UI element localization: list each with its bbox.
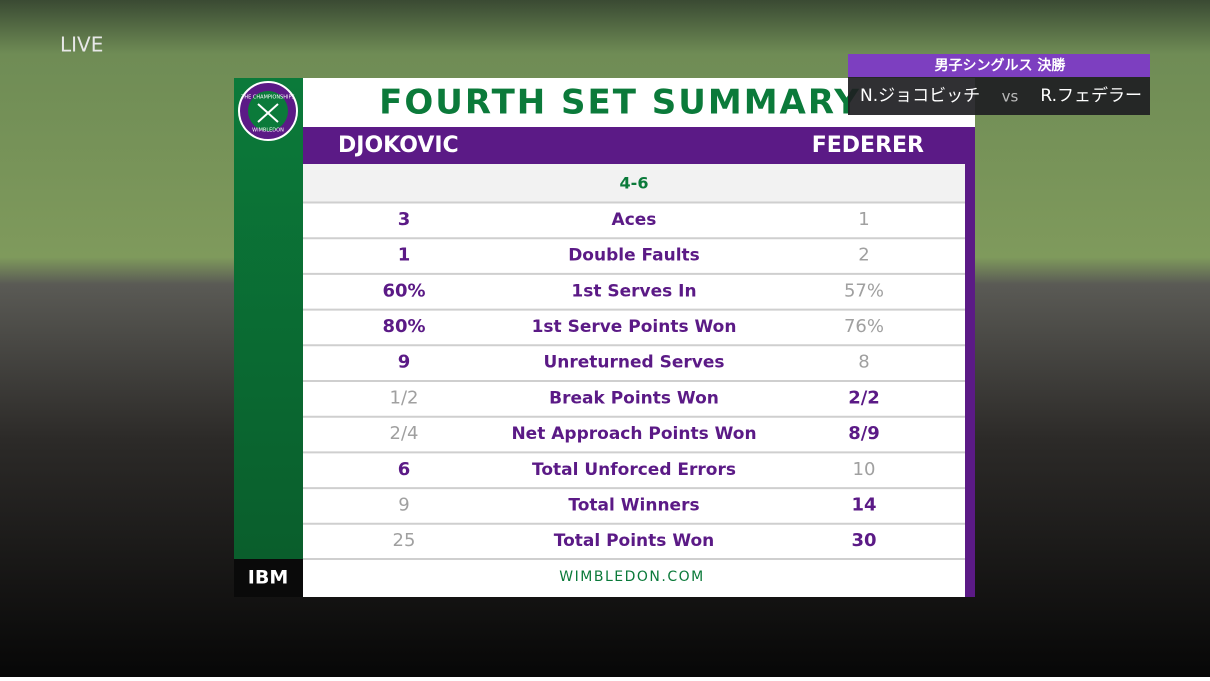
- logo-top: THE CHAMPIONSHIPS: [240, 95, 294, 101]
- player-right: FEDERER: [812, 133, 924, 158]
- logo-rackets: [257, 103, 279, 123]
- row: [303, 273, 965, 310]
- right-value: 10: [853, 459, 876, 480]
- right-value: 57%: [844, 280, 884, 301]
- left-value: 6: [398, 459, 411, 480]
- stat-label: Double Faults: [568, 246, 700, 266]
- stat-label: Unreturned Serves: [543, 353, 724, 373]
- live-label: LIVE: [60, 33, 103, 57]
- right-value: 30: [851, 530, 876, 551]
- row: [303, 344, 965, 381]
- purple-edge: [965, 127, 975, 597]
- logo-bottom: WIMBLEDON: [252, 128, 284, 134]
- left-value: 1: [398, 245, 411, 266]
- row: [303, 202, 965, 238]
- stat-label: Total Points Won: [554, 531, 715, 551]
- right-value: 8/9: [848, 423, 880, 444]
- row: [303, 523, 965, 559]
- left-value: 3: [398, 209, 411, 230]
- title: FOURTH SET SUMMARY: [379, 83, 861, 123]
- row: [303, 416, 965, 452]
- row: [303, 380, 965, 417]
- right-value: 76%: [844, 316, 884, 337]
- right-value: 1: [858, 209, 869, 230]
- stat-label: Total Unforced Errors: [532, 460, 736, 480]
- stat-label: Break Points Won: [549, 388, 719, 408]
- left-value: 60%: [382, 280, 425, 301]
- score-row: [303, 164, 965, 202]
- overlay-right: R.フェデラー: [1040, 85, 1142, 106]
- players-bar: [303, 127, 965, 164]
- names-bar: [848, 77, 1150, 115]
- left-value: 80%: [382, 316, 425, 337]
- stats-table: 3 Aces 1 1 Double Faults 2 60% 1st Serves In 57%…: [303, 201, 965, 560]
- overlay-left: N.ジョコビッチ: [860, 86, 980, 106]
- left-value: 25: [393, 530, 416, 551]
- green-strip: [234, 78, 303, 559]
- right-value: 2/2: [848, 387, 880, 408]
- stat-label: Net Approach Points Won: [511, 424, 756, 444]
- stat-label: 1st Serves In: [571, 281, 696, 301]
- score: 4-6: [620, 174, 649, 193]
- sponsor: IBM: [248, 567, 288, 589]
- row: [303, 309, 965, 345]
- left-value: 2/4: [390, 423, 419, 444]
- row: [303, 451, 965, 488]
- event-bar: [848, 54, 1150, 77]
- left-value: 1/2: [390, 387, 419, 408]
- right-value: 2: [858, 245, 869, 266]
- stat-label: 1st Serve Points Won: [532, 317, 737, 337]
- player-left: DJOKOVIC: [338, 133, 459, 158]
- right-value: 14: [851, 494, 876, 515]
- stat-label: Aces: [612, 210, 657, 230]
- event: 男子シングルス 決勝: [935, 57, 1067, 74]
- overlay-vs: vs: [1002, 88, 1019, 106]
- left-value: 9: [398, 352, 411, 373]
- row: [303, 487, 965, 524]
- site: WIMBLEDON.COM: [559, 569, 704, 585]
- sponsor-box: [234, 559, 303, 597]
- right-value: 8: [858, 352, 869, 373]
- stat-label: Total Winners: [568, 495, 699, 515]
- left-value: 9: [398, 494, 409, 515]
- row: [303, 237, 965, 274]
